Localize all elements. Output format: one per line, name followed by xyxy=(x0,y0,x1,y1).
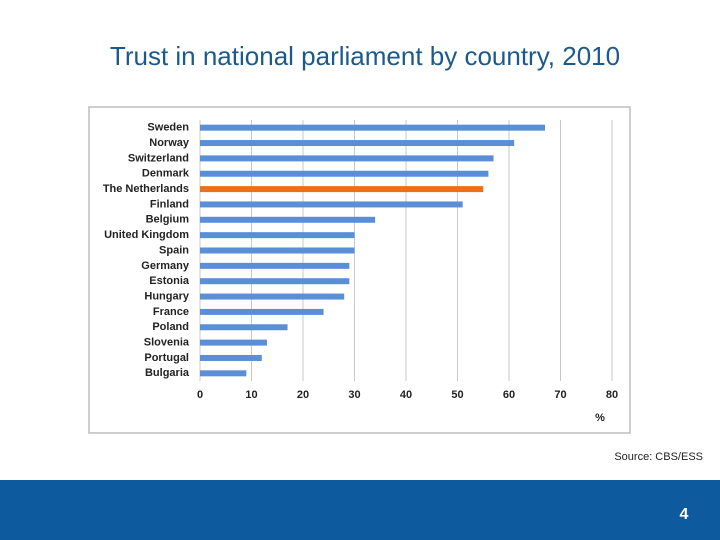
bar xyxy=(200,140,515,147)
y-tick-label: Portugal xyxy=(144,352,189,364)
x-tick-label: 40 xyxy=(400,389,412,401)
y-tick-label: Sweden xyxy=(147,122,189,134)
bar xyxy=(200,370,247,377)
x-tick-label: 30 xyxy=(348,389,360,401)
x-axis-label: % xyxy=(595,412,605,424)
y-tick-label: Belgium xyxy=(146,214,190,226)
y-tick-label: Slovenia xyxy=(144,337,190,349)
y-tick-label: The Netherlands xyxy=(103,183,189,195)
y-tick-label: Denmark xyxy=(142,168,190,180)
bar xyxy=(200,232,355,239)
y-tick-label: Norway xyxy=(149,137,190,149)
x-tick-label: 60 xyxy=(503,389,515,401)
bar xyxy=(200,278,350,285)
x-tick-label: 0 xyxy=(197,389,203,401)
chart-title: Trust in national parliament by country,… xyxy=(110,41,620,71)
footer-band xyxy=(0,480,720,540)
bar xyxy=(200,170,489,177)
bar xyxy=(200,216,376,223)
bar xyxy=(200,201,463,208)
x-tick-label: 50 xyxy=(451,389,463,401)
bar xyxy=(200,124,546,131)
x-tick-label: 70 xyxy=(554,389,566,401)
bar xyxy=(200,324,288,331)
y-tick-label: France xyxy=(153,306,189,318)
y-tick-label: Spain xyxy=(159,244,189,256)
y-tick-label: United Kingdom xyxy=(104,229,189,241)
y-tick-label: Germany xyxy=(141,260,190,272)
source-note: Source: CBS/ESS xyxy=(614,451,703,463)
bar xyxy=(200,155,494,162)
y-tick-label: Finland xyxy=(150,198,189,210)
bar xyxy=(200,247,355,254)
bar xyxy=(200,262,350,269)
y-tick-label: Estonia xyxy=(149,275,190,287)
y-tick-label: Poland xyxy=(152,321,189,333)
x-tick-label: 10 xyxy=(245,389,257,401)
page-number: 4 xyxy=(680,506,689,523)
y-tick-label: Hungary xyxy=(144,290,190,302)
bar xyxy=(200,308,324,315)
x-tick-label: 80 xyxy=(606,389,618,401)
bar xyxy=(200,354,262,361)
bar xyxy=(200,293,345,300)
y-tick-label: Bulgaria xyxy=(145,367,190,379)
bar xyxy=(200,186,484,193)
y-tick-label: Switzerland xyxy=(128,152,189,164)
bar xyxy=(200,339,267,346)
x-tick-label: 20 xyxy=(297,389,309,401)
